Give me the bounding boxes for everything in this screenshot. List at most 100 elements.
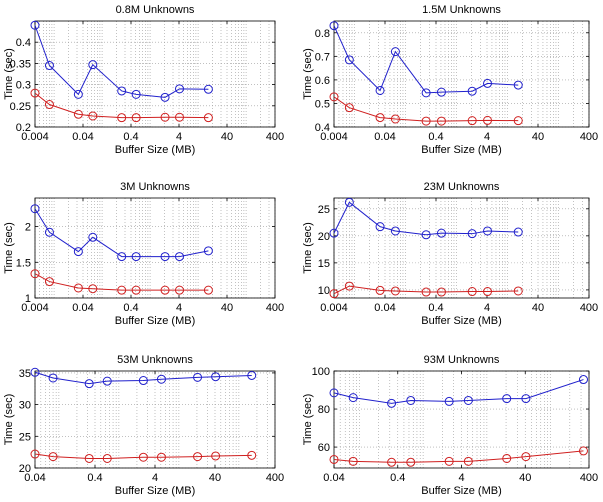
x-axis-label: Buffer Size (MB) <box>115 144 196 156</box>
data-point <box>483 115 493 125</box>
data-point <box>467 116 477 126</box>
y-tick-label: 10 <box>318 285 330 297</box>
data-point <box>348 393 358 403</box>
y-tick-label: 0.4 <box>315 122 330 134</box>
data-point <box>444 396 454 406</box>
data-point <box>329 21 339 31</box>
data-point <box>156 452 166 462</box>
x-tick-label: 400 <box>580 131 598 143</box>
data-point <box>344 103 354 113</box>
data-point <box>390 47 400 57</box>
series-line-2 <box>34 453 252 459</box>
data-point <box>329 92 339 102</box>
data-point <box>421 116 431 126</box>
x-tick-label: 0.04 <box>374 302 395 314</box>
data-point <box>375 113 385 123</box>
data-point <box>375 222 385 232</box>
y-tick-label: 0.6 <box>315 75 330 87</box>
axes-frame <box>34 197 276 299</box>
data-point <box>160 92 170 102</box>
data-point <box>329 388 339 398</box>
axes-frame <box>333 20 590 128</box>
data-point <box>30 204 40 214</box>
data-point <box>521 394 531 404</box>
data-point <box>421 230 431 240</box>
data-point <box>211 372 221 382</box>
y-tick-label: 0.2 <box>16 122 31 134</box>
data-point <box>48 452 58 462</box>
data-point <box>203 113 213 123</box>
data-point <box>138 376 148 386</box>
chart-panel-5: 0.04 0.4 4 40 400 20 25 30 35 53M Unknowns Buffer … <box>3 354 284 497</box>
chart-panel-6: 0.04 0.4 4 40 400 60 80 100 93M Unknowns Buffer S… <box>302 354 598 497</box>
x-tick-label: 40 <box>221 131 233 143</box>
data-point <box>502 394 512 404</box>
y-axis-label: Time (sec) <box>3 48 15 100</box>
data-point <box>44 61 54 71</box>
data-point <box>131 285 141 295</box>
data-point <box>513 227 523 237</box>
y-tick-label: 25 <box>318 204 330 216</box>
data-point <box>174 252 184 262</box>
data-point <box>117 113 127 123</box>
x-axis-label: Buffer Size (MB) <box>421 315 502 327</box>
series-line-1 <box>333 379 584 404</box>
data-point <box>117 252 127 262</box>
data-point <box>203 285 213 295</box>
x-tick-label: 4 <box>484 302 490 314</box>
y-tick-label: 0.4 <box>16 37 31 49</box>
x-tick-label: 0.04 <box>374 131 395 143</box>
data-point <box>578 375 588 385</box>
x-axis-label: Buffer Size (MB) <box>115 315 196 327</box>
y-tick-label: 35 <box>19 368 31 380</box>
data-point <box>344 197 354 207</box>
chart-title: 1.5M Unknowns <box>422 4 501 16</box>
x-axis-label: Buffer Size (MB) <box>115 485 196 497</box>
chart-panel-2: 0.004 0.04 0.4 4 40 400 0.4 0.5 0.6 0.7 0.8 1.5M Un… <box>302 4 598 156</box>
chart-title: 0.8M Unknowns <box>116 4 195 16</box>
data-point <box>138 452 148 462</box>
x-tick-label: 0.004 <box>320 131 348 143</box>
y-tick-label: 2 <box>25 222 31 234</box>
data-point <box>30 269 40 279</box>
data-point <box>193 452 203 462</box>
x-axis-label: Buffer Size (MB) <box>421 144 502 156</box>
data-point <box>102 453 112 463</box>
data-point <box>88 232 98 242</box>
data-point <box>578 446 588 456</box>
data-point <box>211 451 221 461</box>
y-axis-label: Time (sec) <box>302 48 314 100</box>
y-tick-label: 0.35 <box>10 58 31 70</box>
x-tick-label: 40 <box>532 131 544 143</box>
data-point <box>483 78 493 88</box>
series-line-1 <box>34 208 209 258</box>
data-point <box>436 116 446 126</box>
series-line-1 <box>34 371 252 385</box>
data-point <box>421 88 431 98</box>
data-point <box>44 227 54 237</box>
data-point <box>521 452 531 462</box>
data-point <box>513 80 523 90</box>
data-point <box>344 281 354 291</box>
series-line-1 <box>34 25 209 98</box>
y-axis-label: Time (sec) <box>302 394 314 446</box>
data-point <box>131 113 141 123</box>
data-point <box>160 285 170 295</box>
data-point <box>467 287 477 297</box>
data-point <box>513 286 523 296</box>
x-tick-label: 0.4 <box>390 472 405 484</box>
data-point <box>117 86 127 96</box>
series-line-1 <box>333 25 519 94</box>
data-point <box>102 376 112 386</box>
y-tick-label: 15 <box>318 258 330 270</box>
data-point <box>131 252 141 262</box>
y-tick-label: 60 <box>318 442 330 454</box>
y-tick-label: 0.7 <box>315 51 330 63</box>
data-point <box>247 450 257 460</box>
x-tick-label: 0.4 <box>428 302 443 314</box>
data-point <box>30 367 40 377</box>
y-tick-label: 80 <box>318 404 330 416</box>
data-point <box>390 114 400 124</box>
data-point <box>193 372 203 382</box>
data-point <box>467 86 477 96</box>
